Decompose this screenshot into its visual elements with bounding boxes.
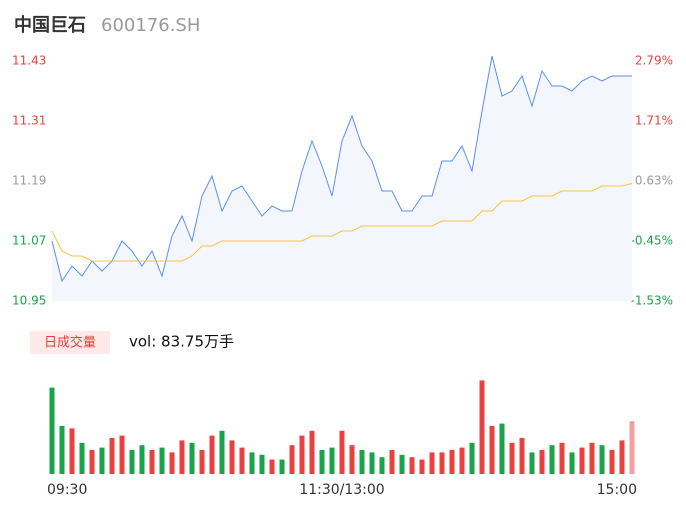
volume-bar bbox=[279, 459, 285, 474]
volume-bar bbox=[79, 442, 85, 474]
volume-bar bbox=[249, 452, 255, 474]
stock-name: 中国巨石 bbox=[14, 14, 86, 36]
volume-bar bbox=[289, 445, 295, 474]
volume-bar bbox=[599, 445, 605, 474]
volume-bar bbox=[319, 450, 325, 474]
volume-bar bbox=[449, 450, 455, 474]
y-tick-label: 10.95 bbox=[12, 294, 46, 308]
y-tick-label: 11.07 bbox=[12, 234, 46, 248]
volume-bar bbox=[549, 445, 555, 474]
x-tick-label: 15:00 bbox=[597, 482, 637, 498]
volume-bar bbox=[149, 450, 155, 474]
volume-bar bbox=[519, 438, 525, 474]
volume-bar bbox=[109, 438, 115, 474]
volume-bar bbox=[469, 442, 475, 474]
stock-code: 600176.SH bbox=[101, 15, 200, 36]
volume-bar bbox=[299, 435, 305, 474]
volume-bar bbox=[189, 442, 195, 474]
volume-bar bbox=[539, 450, 545, 474]
volume-bar bbox=[399, 454, 405, 474]
volume-bar bbox=[329, 447, 335, 474]
volume-bar bbox=[429, 452, 435, 474]
volume-bar bbox=[439, 452, 445, 474]
volume-bar bbox=[569, 452, 575, 474]
volume-bar bbox=[169, 452, 175, 474]
volume-bar bbox=[559, 442, 565, 474]
x-tick-label: 11:30/13:00 bbox=[299, 482, 384, 498]
volume-bar bbox=[489, 426, 495, 474]
volume-bar bbox=[359, 450, 365, 474]
volume-bar bbox=[339, 430, 345, 474]
legend-box[interactable] bbox=[30, 331, 110, 354]
volume-bar bbox=[419, 459, 425, 474]
volume-bar bbox=[219, 430, 225, 474]
volume-bar bbox=[229, 440, 235, 474]
volume-bar bbox=[579, 447, 585, 474]
volume-bar bbox=[139, 445, 145, 474]
volume-bar bbox=[609, 450, 615, 474]
y2-tick-label: -0.45% bbox=[631, 234, 673, 248]
volume-bar bbox=[459, 447, 465, 474]
volume-bar bbox=[69, 428, 75, 474]
x-tick-label: 09:30 bbox=[47, 482, 87, 498]
legend-label[interactable]: 日成交量 bbox=[44, 335, 96, 351]
volume-bar bbox=[269, 459, 275, 474]
volume-bar bbox=[379, 457, 385, 474]
volume-bar bbox=[179, 440, 185, 474]
volume-bar bbox=[629, 421, 635, 474]
volume-bar bbox=[49, 387, 55, 474]
y2-tick-label: -1.53% bbox=[631, 294, 673, 308]
volume-bar bbox=[309, 430, 315, 474]
volume-bar bbox=[129, 450, 135, 474]
y-tick-label: 11.43 bbox=[12, 54, 46, 68]
y2-tick-label: 1.71% bbox=[635, 114, 673, 128]
volume-bar bbox=[349, 445, 355, 474]
y2-tick-label: 2.79% bbox=[635, 54, 673, 68]
volume-bar bbox=[509, 442, 515, 474]
volume-bar bbox=[259, 454, 265, 474]
price-area bbox=[52, 56, 632, 301]
volume-bar bbox=[389, 450, 395, 474]
volume-bar bbox=[89, 450, 95, 474]
volume-bar bbox=[479, 380, 485, 474]
volume-bar bbox=[159, 447, 165, 474]
volume-bar bbox=[119, 435, 125, 474]
volume-bar bbox=[99, 447, 105, 474]
volume-bar bbox=[529, 452, 535, 474]
volume-bar bbox=[199, 450, 205, 474]
price-line bbox=[51, 55, 632, 283]
volume-bar bbox=[589, 442, 595, 474]
y2-tick-label: 0.63% bbox=[635, 174, 673, 188]
y-tick-label: 11.19 bbox=[12, 174, 46, 188]
volume-label: vol: 83.75万手 bbox=[129, 333, 234, 351]
volume-bar bbox=[619, 440, 625, 474]
volume-bar bbox=[239, 447, 245, 474]
volume-bar bbox=[209, 435, 215, 474]
volume-bar bbox=[369, 452, 375, 474]
y-tick-label: 11.31 bbox=[12, 114, 46, 128]
volume-bar bbox=[59, 426, 65, 474]
volume-bar bbox=[499, 423, 505, 474]
average-line bbox=[51, 183, 633, 262]
volume-bar bbox=[409, 457, 415, 474]
